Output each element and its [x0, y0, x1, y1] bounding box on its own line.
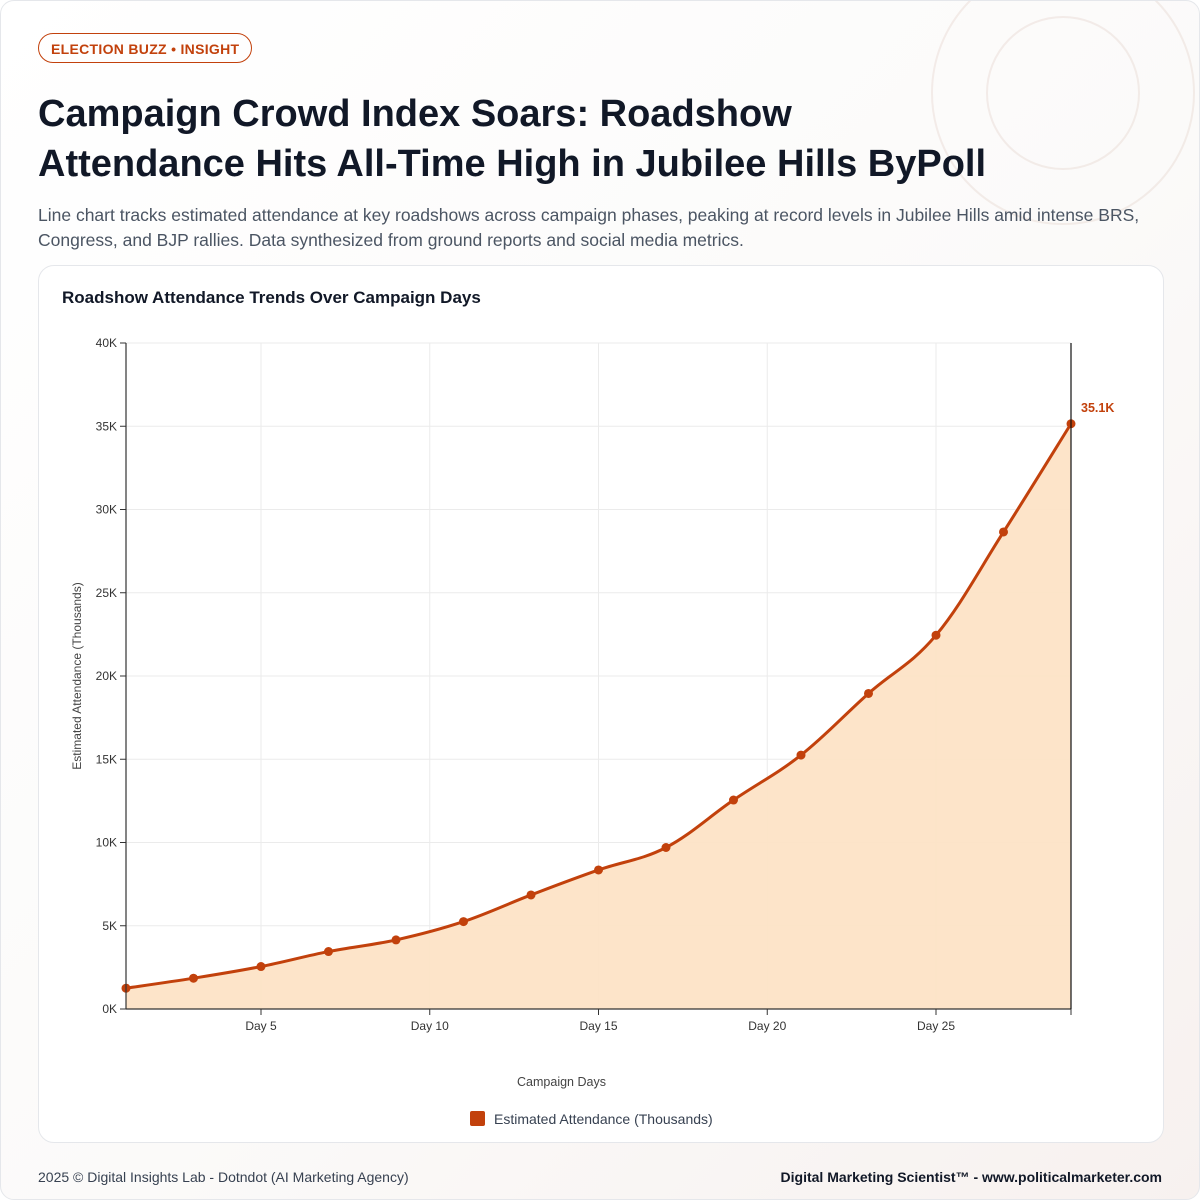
x-tick-label: Day 25 — [917, 1019, 955, 1033]
data-point — [391, 935, 401, 945]
data-point — [661, 842, 671, 852]
data-point — [324, 947, 333, 957]
y-tick-label: 30K — [96, 503, 117, 517]
chart-title: Roadshow Attendance Trends Over Campaign… — [62, 288, 481, 307]
x-tick-label: Day 20 — [748, 1019, 786, 1033]
data-point — [864, 688, 873, 698]
y-tick-label: 15K — [96, 752, 117, 766]
peak-value-label: 35.1K — [1081, 401, 1114, 415]
x-tick-label: Day 10 — [411, 1019, 449, 1033]
attendance-line-chart: 0K 5K 10K 15K 20K 25K 30K 35K 40K Day 5 Day 10 Day … — [70, 336, 1114, 1127]
background-ring-decoration — [986, 16, 1140, 170]
category-badge: ELECTION BUZZ • INSIGHT — [38, 33, 253, 63]
series-area-fill — [126, 423, 1071, 1009]
chart-card: Roadshow Attendance Trends Over Campaign… — [38, 265, 1164, 1143]
footer-copyright: 2025 © Digital Insights Lab - Dotndot (A… — [38, 1169, 409, 1185]
y-tick-label: 35K — [96, 419, 117, 433]
legend-label: Estimated Attendance (Thousands) — [494, 1111, 713, 1127]
data-point — [594, 865, 603, 875]
data-point — [526, 890, 536, 900]
x-axis-title: Campaign Days — [517, 1075, 606, 1089]
page-subtitle: Line chart tracks estimated attendance a… — [38, 205, 1140, 250]
y-tick-label: 40K — [96, 336, 117, 350]
data-point — [796, 750, 806, 760]
legend-swatch — [470, 1111, 485, 1126]
data-point — [189, 973, 198, 983]
y-tick-label: 0K — [102, 1002, 117, 1016]
y-tick-label: 20K — [96, 669, 117, 683]
x-tick-label: Day 5 — [245, 1019, 277, 1033]
footer-credit: Digital Marketing Scientist™ - www.polit… — [780, 1169, 1162, 1185]
page-title: Campaign Crowd Index Soars: Roadshow Att… — [38, 89, 1138, 189]
title-line-1: Campaign Crowd Index Soars: Roadshow — [38, 93, 792, 135]
y-axis-title: Estimated Attendance (Thousands) — [70, 582, 84, 769]
data-point — [931, 630, 941, 640]
data-point — [459, 917, 468, 927]
data-point — [256, 962, 266, 972]
data-point — [729, 795, 738, 805]
y-tick-label: 25K — [96, 586, 117, 600]
y-tick-label: 5K — [102, 919, 117, 933]
y-tick-label: 10K — [96, 836, 117, 850]
data-point — [999, 527, 1008, 537]
x-tick-label: Day 15 — [579, 1019, 617, 1033]
title-line-2: Attendance Hits All-Time High in Jubilee… — [38, 143, 987, 185]
